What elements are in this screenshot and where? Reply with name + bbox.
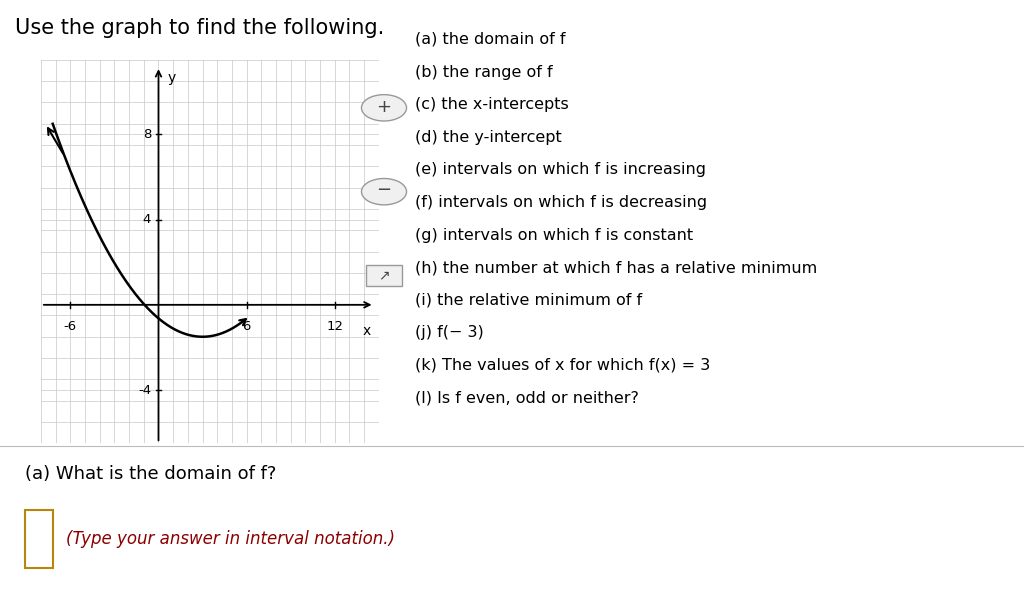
Text: 12: 12 — [327, 320, 343, 332]
Bar — [26, 510, 53, 568]
Text: ↗: ↗ — [378, 268, 390, 282]
Text: (e) intervals on which f is increasing: (e) intervals on which f is increasing — [415, 162, 706, 177]
Text: (f) intervals on which f is decreasing: (f) intervals on which f is decreasing — [415, 195, 707, 210]
Text: -6: -6 — [63, 320, 77, 332]
Text: x: x — [362, 324, 372, 338]
Text: (a) the domain of f: (a) the domain of f — [415, 32, 565, 47]
Text: (b) the range of f: (b) the range of f — [415, 65, 552, 80]
Text: y: y — [167, 71, 175, 84]
Text: (i) the relative minimum of f: (i) the relative minimum of f — [415, 293, 642, 308]
Text: (c) the x-intercepts: (c) the x-intercepts — [415, 97, 568, 112]
Text: (a) What is the domain of f?: (a) What is the domain of f? — [26, 465, 276, 483]
Text: Use the graph to find the following.: Use the graph to find the following. — [15, 18, 385, 38]
Text: (j) f(− 3): (j) f(− 3) — [415, 325, 483, 340]
Text: (Type your answer in interval notation.): (Type your answer in interval notation.) — [66, 531, 394, 549]
Text: (l) Is f even, odd or neither?: (l) Is f even, odd or neither? — [415, 391, 639, 406]
Text: (k) The values of x for which f(x) = 3: (k) The values of x for which f(x) = 3 — [415, 358, 710, 373]
Text: 8: 8 — [142, 128, 152, 141]
Text: (h) the number at which f has a relative minimum: (h) the number at which f has a relative… — [415, 260, 817, 275]
Text: −: − — [377, 181, 391, 199]
Text: +: + — [377, 98, 391, 116]
Text: (g) intervals on which f is constant: (g) intervals on which f is constant — [415, 228, 693, 243]
Text: (d) the y-intercept: (d) the y-intercept — [415, 130, 561, 145]
Text: 4: 4 — [142, 213, 152, 226]
Text: 6: 6 — [243, 320, 251, 332]
Text: -4: -4 — [138, 383, 152, 397]
